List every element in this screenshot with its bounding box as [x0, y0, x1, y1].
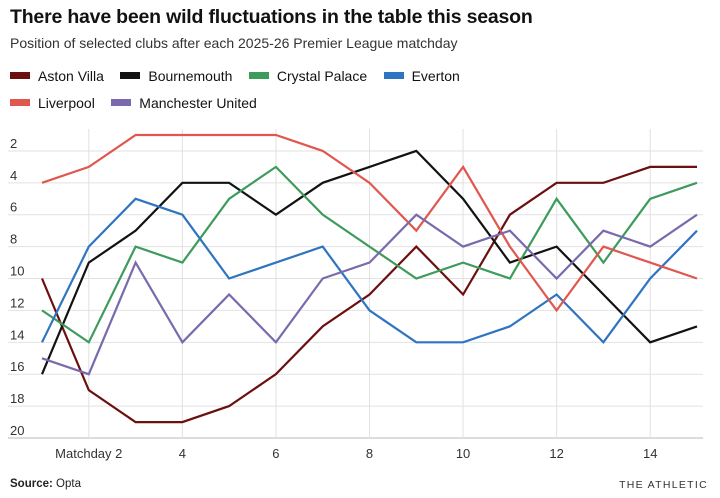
- x-tick-label: 6: [272, 446, 279, 461]
- x-tick-label: 14: [643, 446, 657, 461]
- y-tick-label: 2: [10, 136, 17, 151]
- chart-title: There have been wild fluctuations in the…: [10, 6, 533, 28]
- line-chart: 2 4 6 8 10 12 14 16 18 20 Matchday 2 4 6 8 10 12 14: [8, 129, 703, 461]
- brand-logo-text: THE ATHLETIC: [619, 479, 708, 491]
- chart-subtitle: Position of selected clubs after each 20…: [10, 35, 458, 51]
- legend-item-crystal-palace: Crystal Palace: [248, 62, 368, 89]
- y-tick-label: 18: [10, 391, 24, 406]
- legend-label: Everton: [411, 67, 460, 84]
- legend-label: Aston Villa: [38, 67, 104, 84]
- legend-swatch: [383, 72, 404, 79]
- x-tick-label: 10: [456, 446, 470, 461]
- source-note: Source: Opta: [10, 478, 81, 490]
- x-tick-label: 12: [549, 446, 563, 461]
- legend-item-manchester-united: Manchester United: [111, 89, 257, 116]
- x-tick-label: Matchday 2: [55, 446, 122, 461]
- y-tick-label: 8: [10, 232, 17, 247]
- series-line-everton: [41, 197, 698, 344]
- y-tick-label: 4: [10, 168, 17, 183]
- series-line-aston-villa: [40, 165, 697, 424]
- legend-swatch: [10, 72, 30, 79]
- y-tick-label: 6: [10, 200, 17, 215]
- legend-item-bournemouth: Bournemouth: [120, 62, 232, 89]
- source-label: Source:: [10, 478, 53, 490]
- legend: Aston Villa Bournemouth Crystal Palace E…: [10, 62, 570, 116]
- legend-item-liverpool: Liverpool: [10, 89, 95, 116]
- y-tick-label: 20: [10, 423, 24, 438]
- y-tick-label: 16: [10, 359, 24, 374]
- y-tick-label: 10: [10, 264, 24, 279]
- series-line-liverpool: [41, 133, 698, 313]
- legend-label: Manchester United: [139, 94, 257, 111]
- legend-swatch: [120, 72, 141, 79]
- legend-item-aston-villa: Aston Villa: [10, 62, 104, 89]
- series-line-crystal-palace: [41, 165, 698, 344]
- legend-label: Liverpool: [38, 94, 95, 111]
- legend-label: Bournemouth: [148, 67, 233, 84]
- legend-label: Crystal Palace: [276, 67, 368, 84]
- x-tick-label: 4: [179, 446, 186, 461]
- x-tick-label: 8: [366, 446, 373, 461]
- legend-swatch: [111, 99, 132, 106]
- y-tick-label: 12: [10, 295, 24, 310]
- legend-swatch: [10, 99, 30, 106]
- series-line-bournemouth: [40, 149, 698, 375]
- source-value: Opta: [56, 478, 81, 490]
- series-line-manchester-united: [41, 213, 698, 376]
- y-tick-label: 14: [10, 327, 24, 342]
- legend-item-everton: Everton: [383, 62, 460, 89]
- legend-swatch: [248, 72, 269, 79]
